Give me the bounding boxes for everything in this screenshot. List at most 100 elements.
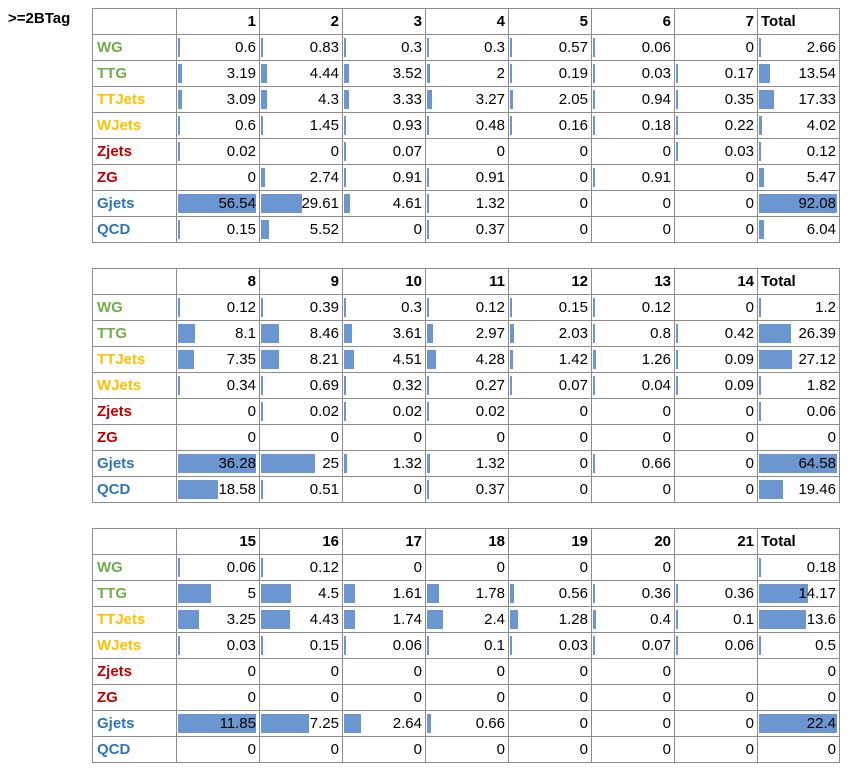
cell-value: 0 — [662, 663, 671, 680]
yield-cell: 0.93 — [342, 112, 426, 139]
data-bar — [759, 90, 774, 109]
yield-cell: 4.43 — [259, 606, 343, 633]
yield-cell: 0.37 — [425, 476, 509, 503]
cell-value: 64.58 — [798, 455, 836, 472]
table-row: QCD 0 0 0 0 0 0 0 0 — [92, 736, 840, 763]
yield-cell: 0.22 — [674, 112, 758, 139]
cell-value: 0 — [579, 455, 588, 472]
data-bar — [759, 480, 783, 499]
yield-cell: 0.15 — [259, 632, 343, 659]
bin-header: 2 — [259, 8, 343, 35]
yield-cell: 0.04 — [591, 372, 675, 399]
cell-value: 7.35 — [226, 351, 256, 368]
data-bar — [593, 298, 595, 317]
cell-value: 0 — [496, 741, 505, 758]
cell-value: 0.03 — [558, 637, 588, 654]
cell-value: 1.42 — [558, 351, 588, 368]
yield-cell: 0.3 — [342, 294, 426, 321]
yield-cell: 0 — [591, 684, 675, 711]
cell-value: 0.34 — [226, 377, 256, 394]
data-bar — [759, 376, 762, 395]
yield-cell: 0 — [508, 190, 592, 217]
data-bar — [676, 584, 679, 603]
cell-value: 2 — [496, 65, 505, 82]
yield-cell: 0 — [674, 710, 758, 737]
data-bar — [759, 584, 809, 603]
yield-cell: 0.12 — [176, 294, 260, 321]
yield-table-bins-15-21: 15 16 17 18 19 20 21 Total WG 0.06 0.12 0 0 0 0 0.18 TTG… — [92, 528, 840, 763]
bin-header: 18 — [425, 528, 509, 555]
yield-cell: 0 — [674, 398, 758, 425]
table-row: ZG 0 2.74 0.91 0.91 0 0.91 0 5.47 — [92, 164, 840, 191]
cell-value: 13.6 — [806, 611, 836, 628]
cell-value: 0.12 — [806, 143, 836, 160]
data-bar — [510, 90, 513, 109]
bin-header: 11 — [425, 268, 509, 295]
data-bar — [676, 116, 678, 135]
yield-cell: 0 — [591, 424, 675, 451]
table-row: QCD 18.58 0.51 0 0.37 0 0 0 19.46 — [92, 476, 840, 503]
yield-cell: 0 — [508, 476, 592, 503]
data-bar — [344, 376, 346, 395]
yield-cell: 0.57 — [508, 34, 592, 61]
data-bar — [759, 220, 765, 239]
cell-value: 0 — [827, 429, 836, 446]
yield-cell: 8.1 — [176, 320, 260, 347]
data-bar — [344, 168, 346, 187]
cell-value: 0.15 — [226, 221, 256, 238]
yield-cell: 0.48 — [425, 112, 509, 139]
cell-value: 0 — [496, 429, 505, 446]
yield-cell: 0 — [591, 216, 675, 243]
yield-cell: 3.25 — [176, 606, 260, 633]
yield-cell: 4.44 — [259, 60, 343, 87]
data-bar — [593, 584, 596, 603]
cell-value: 29.61 — [301, 195, 339, 212]
yield-cell: 0.94 — [591, 86, 675, 113]
data-bar — [427, 402, 429, 421]
data-bar — [427, 90, 432, 109]
bin-header: 16 — [259, 528, 343, 555]
total-cell: 0.5 — [757, 632, 840, 659]
total-header: Total — [757, 8, 840, 35]
yield-cell: 0 — [176, 164, 260, 191]
yield-cell: 1.78 — [425, 580, 509, 607]
data-bar — [344, 298, 346, 317]
total-cell: 2.66 — [757, 34, 840, 61]
cell-value: 0.19 — [558, 65, 588, 82]
cell-value: 2.4 — [484, 611, 505, 628]
yield-cell: 0 — [342, 216, 426, 243]
yield-cell: 0 — [508, 216, 592, 243]
data-bar — [427, 350, 437, 369]
data-bar — [759, 38, 762, 57]
cell-value: 0 — [579, 715, 588, 732]
yield-cell: 0 — [425, 736, 509, 763]
yield-cell: 3.27 — [425, 86, 509, 113]
cell-value: 1.45 — [309, 117, 339, 134]
data-bar — [510, 350, 514, 369]
yield-cell: 0 — [674, 216, 758, 243]
cell-value: 0 — [579, 221, 588, 238]
cell-value: 1.26 — [641, 351, 671, 368]
data-bar — [427, 454, 430, 473]
bin-header: 14 — [674, 268, 758, 295]
cell-value: 0.02 — [309, 403, 339, 420]
cell-value: 0 — [330, 689, 339, 706]
data-bar — [676, 64, 678, 83]
cell-value: 27.12 — [798, 351, 836, 368]
cell-value: 0.06 — [392, 637, 422, 654]
yield-cell: 3.09 — [176, 86, 260, 113]
cell-value: 0.18 — [641, 117, 671, 134]
data-bar — [593, 168, 595, 187]
cell-value: 0.83 — [309, 39, 339, 56]
cell-value: 0.07 — [392, 143, 422, 160]
bin-header: 15 — [176, 528, 260, 555]
cell-value: 0 — [579, 663, 588, 680]
cell-value: 0 — [330, 429, 339, 446]
yield-cell: 0.07 — [342, 138, 426, 165]
cell-value: 0 — [662, 195, 671, 212]
yield-cell: 2 — [425, 60, 509, 87]
cell-value: 0 — [330, 663, 339, 680]
process-label: ZG — [92, 684, 177, 711]
cell-value: 0 — [579, 481, 588, 498]
yield-cell: 0 — [591, 736, 675, 763]
